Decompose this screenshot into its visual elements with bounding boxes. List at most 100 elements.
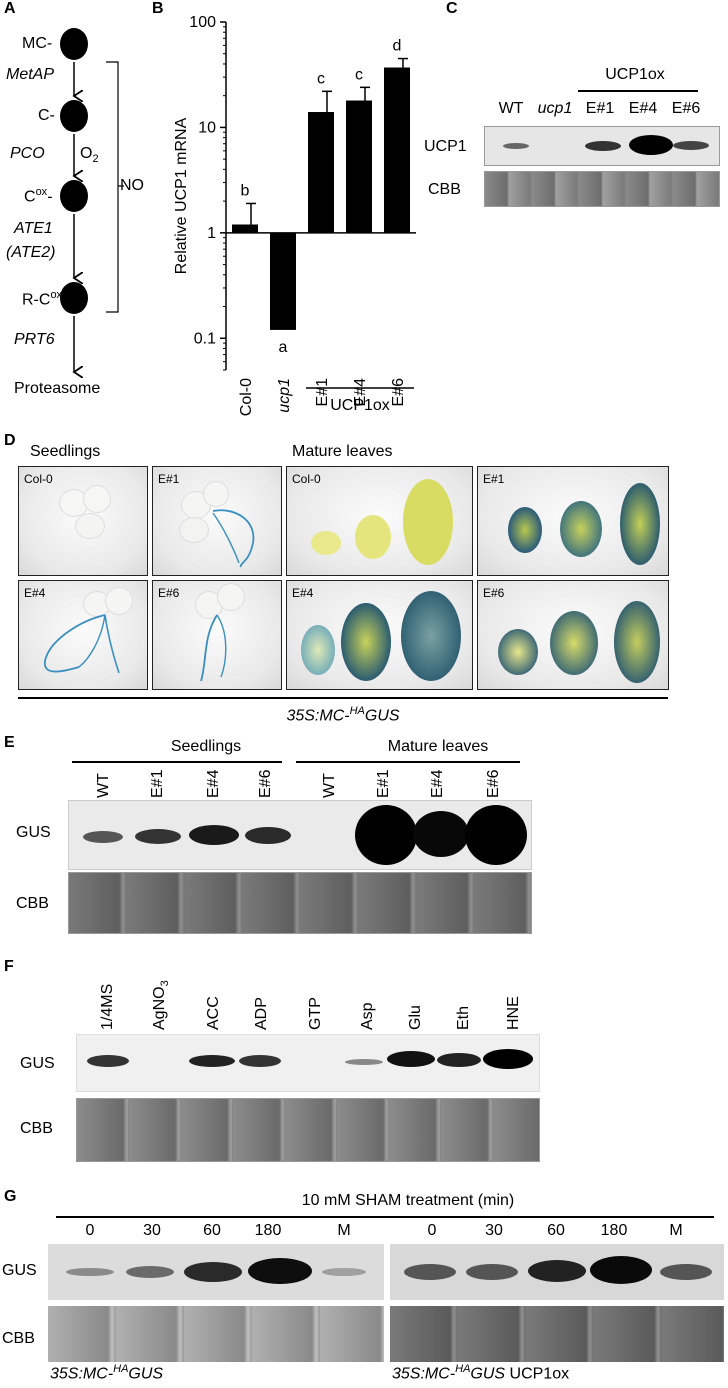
f-lane-label: AgNO3: [151, 980, 172, 1030]
node-cox-circle: [60, 180, 88, 212]
g-lane-label: 0: [85, 1222, 95, 1239]
category-label: E#6: [390, 378, 407, 407]
y-tick-label: 0.1: [194, 330, 216, 347]
band: [629, 135, 673, 155]
e-lane-label: WT: [321, 773, 338, 798]
e-line-leaves: [296, 761, 520, 763]
g-lane-label: 180: [254, 1222, 282, 1239]
f-lane-label: Eth: [455, 1005, 472, 1030]
bar: [384, 67, 410, 233]
d-photo-leaves-e6: E#6: [477, 580, 669, 690]
f-lane-label: ACC: [205, 996, 222, 1030]
y-axis-label: Relative UCP1 mRNA: [173, 117, 190, 274]
f-lane-label: 1/4MS: [99, 983, 116, 1030]
g-title: 10 mM SHAM treatment (min): [301, 1192, 515, 1209]
d-tag: Col-0: [292, 472, 321, 486]
d-construct-line: [18, 697, 668, 699]
f-lane-label: HNE: [505, 996, 522, 1030]
g-lane-label: 0: [427, 1222, 437, 1239]
d-tag: Col-0: [24, 472, 53, 486]
significance-label: c: [355, 66, 363, 83]
o2-label: O2: [80, 145, 99, 166]
panel-a-letter: A: [4, 0, 16, 17]
panel-g-letter: G: [4, 1188, 17, 1205]
node-c-circle: [60, 100, 88, 132]
g-lane-label: 60: [547, 1222, 565, 1239]
category-label: E#1: [314, 378, 331, 407]
bar: [308, 112, 334, 233]
d-photo-seedling-col0: Col-0: [18, 466, 148, 576]
g-gus-blot-left: [48, 1244, 384, 1300]
g-gus-blot-right: [390, 1244, 724, 1300]
e-lane-label: E#1: [375, 769, 392, 798]
enzyme-pco: PCO: [10, 145, 45, 162]
d-construct-label: 35S:MC-HAGUS: [286, 705, 400, 725]
node-cox-label: Cox-: [24, 186, 53, 206]
node-mc-label: MC-: [22, 35, 53, 52]
c-lane-e4: E#4: [628, 100, 658, 117]
no-label: NO: [120, 177, 144, 194]
g-lane-label: 60: [203, 1222, 221, 1239]
y-tick-label: 10: [198, 119, 216, 136]
significance-label: d: [393, 38, 402, 55]
g-lane-label: M: [669, 1222, 683, 1239]
d-tag: E#6: [158, 586, 180, 600]
enzyme-ate1: ATE1: [14, 220, 53, 237]
significance-label: a: [279, 339, 288, 356]
c-lane-wt: WT: [498, 100, 524, 117]
f-lane-label: Glu: [407, 1005, 424, 1030]
c-lane-e6: E#6: [671, 100, 701, 117]
e-row-cbb: CBB: [16, 895, 49, 912]
c-lane-e1: E#1: [585, 100, 615, 117]
panel-c-letter: C: [446, 0, 458, 17]
node-rcox-circle: [60, 282, 88, 314]
d-photo-leaves-col0: Col-0: [286, 466, 473, 576]
g-lane-label: 180: [600, 1222, 628, 1239]
f-lane-label: ADP: [253, 997, 270, 1030]
f-cbb-blot: [76, 1098, 540, 1162]
c-group-label: UCP1ox: [605, 66, 665, 83]
f-lane-label: GTP: [307, 997, 324, 1030]
e-lane-label: WT: [95, 773, 112, 798]
panel-e-letter: E: [4, 734, 15, 751]
bar: [270, 232, 296, 330]
e-lane-label: E#6: [257, 769, 274, 798]
d-photo-leaves-e4: E#4: [286, 580, 473, 690]
f-row-gus: GUS: [20, 1055, 55, 1072]
e-line-seedlings: [72, 761, 282, 763]
e-group-leaves: Mature leaves: [387, 738, 489, 755]
d-photo-seedling-e4: E#4: [18, 580, 148, 690]
c-ucp1-blot: [484, 126, 720, 166]
c-row-cbb: CBB: [428, 181, 461, 198]
g-lane-label: M: [337, 1222, 351, 1239]
panel-d-letter: D: [4, 432, 16, 449]
e-cbb-blot: [68, 872, 532, 934]
d-tag: E#1: [158, 472, 180, 486]
e-lane-label: E#4: [429, 769, 446, 798]
g-title-line: [56, 1216, 714, 1218]
panel-b-letter: B: [152, 0, 164, 17]
g-row-cbb: CBB: [2, 1330, 35, 1347]
bar: [346, 100, 372, 233]
category-label: ucp1: [276, 378, 293, 413]
f-gus-blot: [76, 1034, 540, 1092]
e-gus-blot: [68, 800, 532, 870]
node-c-label: C-: [38, 107, 55, 124]
enzyme-metap: MetAP: [6, 66, 55, 83]
f-lane-label: Asp: [359, 1002, 376, 1030]
d-tag: E#4: [292, 586, 314, 600]
group-label: UCP1ox: [330, 397, 390, 414]
e-lane-label: E#4: [205, 769, 222, 798]
c-group-line: [578, 90, 698, 92]
band: [503, 143, 529, 149]
d-photo-seedling-e6: E#6: [152, 580, 282, 690]
ucp1-mrna-chart: 100 10 1 0.1 Relative UCP1 mRNA b Col-0 a ucp1 c E…: [173, 14, 416, 416]
d-photo-seedling-e1: E#1: [152, 466, 282, 576]
d-seedlings-title: Seedlings: [30, 443, 101, 460]
g-caption-left: 35S:MC-HAGUS: [50, 1363, 164, 1383]
d-photo-leaves-e1: E#1: [477, 466, 669, 576]
g-caption-right: 35S:MC-HAGUS UCP1ox: [392, 1363, 570, 1383]
enzyme-ate2: (ATE2): [6, 244, 56, 261]
y-tick-label: 1: [207, 225, 216, 242]
band: [585, 141, 621, 151]
